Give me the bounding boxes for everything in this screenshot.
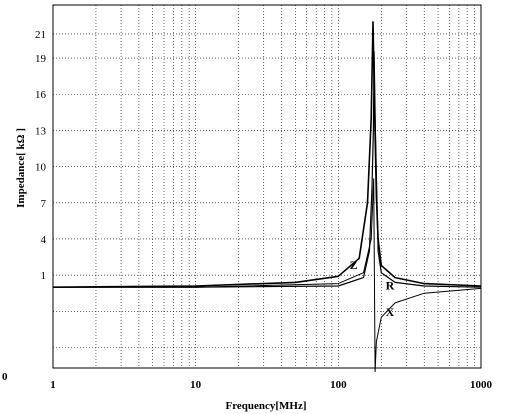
x-tick-label: 100 xyxy=(330,379,347,391)
y-tick-label: 21 xyxy=(35,29,46,41)
y-tick-label: 19 xyxy=(35,53,47,65)
series-x-line xyxy=(53,178,482,373)
y-tick-label: 4 xyxy=(41,234,47,246)
y-tick-label: 16 xyxy=(35,89,47,101)
series-label-r: R xyxy=(386,279,395,293)
x-tick-label: 1000 xyxy=(470,379,493,391)
origin-label: 0 xyxy=(2,371,8,383)
y-tick-label: 1 xyxy=(41,270,47,282)
series-layer xyxy=(52,21,482,373)
x-tick-label: 1 xyxy=(50,379,56,391)
series-label-x: X xyxy=(386,305,395,319)
y-tick-label: 10 xyxy=(35,162,47,174)
x-axis-title: Frequency[MHz] xyxy=(225,400,306,412)
y-axis-title: Impedance[ kΩ ] xyxy=(15,128,27,208)
plot-frame xyxy=(52,4,482,369)
y-tick-label: 13 xyxy=(35,125,47,137)
x-tick-label: 10 xyxy=(190,379,202,391)
series-label-z: Z xyxy=(350,258,358,272)
tick-labels: 1 4 7 10 13 16 19 21 1 10 100 1000 xyxy=(35,29,493,391)
grid xyxy=(53,5,481,368)
y-tick-label: 7 xyxy=(41,198,47,210)
series-labels: Z RX xyxy=(350,258,395,319)
series-r-line xyxy=(53,51,482,288)
series-z-line xyxy=(52,21,482,288)
